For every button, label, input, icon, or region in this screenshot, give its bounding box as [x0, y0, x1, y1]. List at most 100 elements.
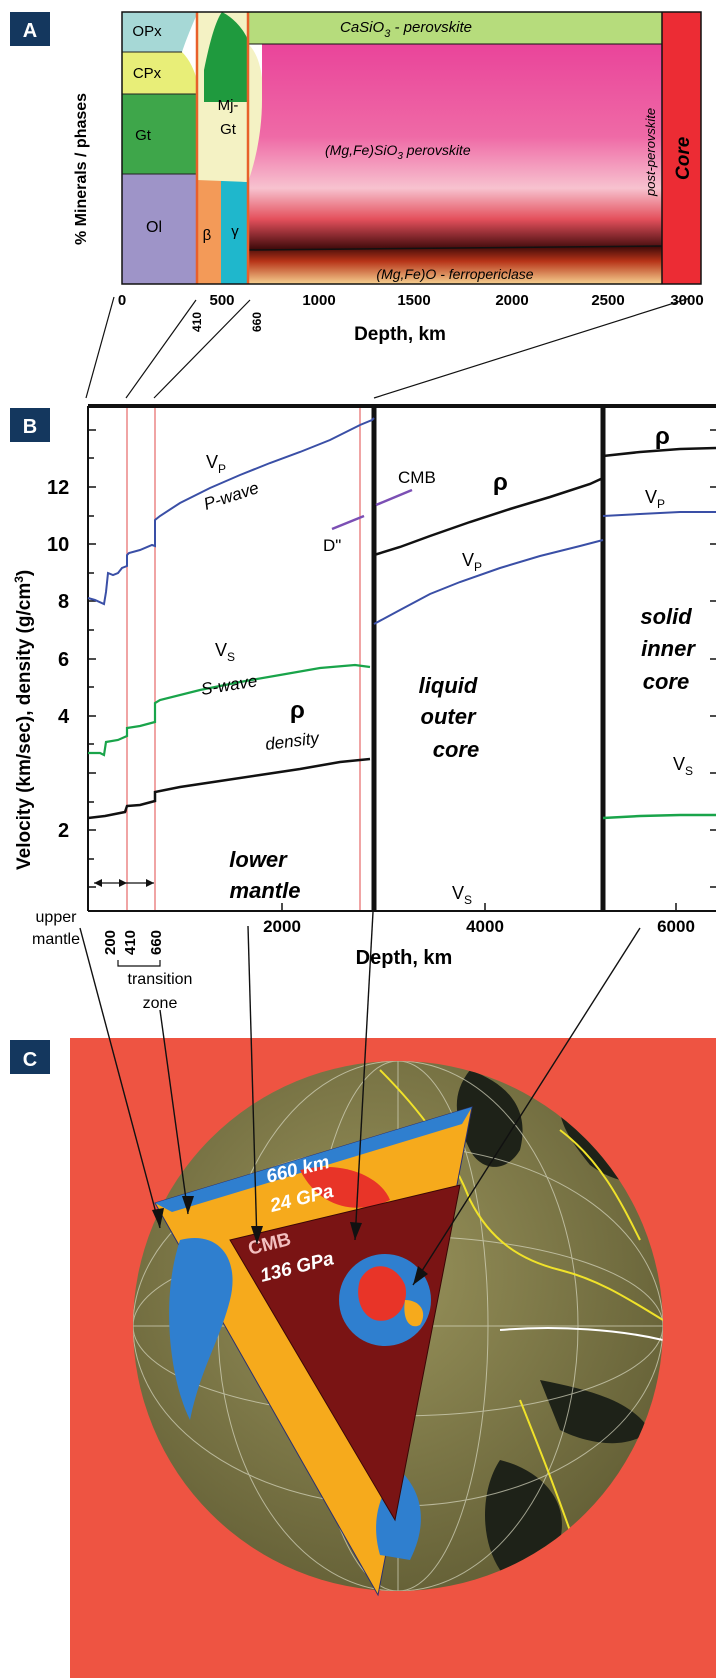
- label-outer-1: liquid: [419, 673, 478, 698]
- panel-b-xlabel: Depth, km: [356, 947, 453, 969]
- panel-b-badge: [10, 408, 50, 442]
- a-xtick-2500: 2500: [591, 292, 624, 309]
- phase-capv: [248, 12, 662, 44]
- panel-b-badge-text: B: [23, 416, 37, 438]
- phase-pv: [248, 44, 662, 250]
- dpp-mark: [331, 514, 365, 531]
- label-upper-2: mantle: [32, 931, 80, 948]
- cutaway-rim-blue: [155, 1107, 472, 1212]
- label-rho-inner: ρ: [655, 423, 670, 450]
- rho-inner-curve: [602, 446, 716, 458]
- phase-mjgt-garnet: [204, 12, 248, 102]
- b-depth-410: 410: [122, 930, 139, 955]
- panel-b-yticks: 2 4 6 8 10 12: [47, 477, 70, 842]
- label-mjgt-2: Gt: [220, 121, 237, 138]
- label-ppv: post-perovskite: [643, 108, 658, 197]
- inner-core-warm: [404, 1300, 424, 1327]
- phase-opx: [122, 12, 198, 52]
- panel-b-plot-area: [88, 406, 716, 911]
- continent-1: [456, 1070, 523, 1167]
- label-lower-2: mantle: [230, 878, 301, 903]
- b-ytick-12: 12: [47, 477, 69, 499]
- label-fp: (Mg,Fe)O - ferropericlase: [376, 266, 533, 282]
- vp-outer-curve: [373, 539, 604, 625]
- label-vs-outer: VS: [452, 883, 472, 907]
- b-ytick-2: 2: [58, 820, 69, 842]
- phase-fp: [248, 246, 662, 284]
- globe: [133, 1061, 663, 1597]
- label-vp-inner: VP: [645, 487, 665, 511]
- panel-b-ylabel: Velocity (km/sec), density (g/cm3): [12, 570, 35, 870]
- label-lower-1: lower: [229, 847, 288, 872]
- panel-a-xticks: 0 500 1000 1500 2000 2500 3000 410 660: [118, 292, 704, 332]
- phase-mjgt-tail: [248, 44, 262, 182]
- inner-core-hot: [358, 1266, 406, 1321]
- label-core: Core: [673, 136, 694, 180]
- upper-mantle-arrow: [94, 879, 154, 887]
- b-xtick-4000: 4000: [466, 917, 504, 936]
- panel-c-badge-text: C: [23, 1049, 37, 1071]
- panel-b: B: [10, 404, 716, 1012]
- b-ytick-6: 6: [58, 649, 69, 671]
- transition-zone-bracket: [117, 960, 161, 967]
- a-disc-410: 410: [190, 312, 204, 332]
- label-inner-2: inner: [641, 636, 696, 661]
- b-ytick-10: 10: [47, 534, 69, 556]
- vp-inner-curve: [602, 511, 716, 517]
- panel-a: A OPx C: [10, 11, 704, 399]
- label-gamma: γ: [231, 223, 239, 240]
- white-boundary: [499, 1327, 663, 1341]
- seismic-profile: [87, 404, 716, 912]
- b-xtick-6000: 6000: [657, 917, 695, 936]
- b-depth-200: 200: [102, 930, 119, 955]
- panel-a-frame: [121, 11, 702, 285]
- b-ytick-4: 4: [58, 706, 70, 728]
- continent-4: [540, 1380, 650, 1444]
- label-capv: CaSiO3 - perovskite: [340, 19, 472, 40]
- phase-cpx: [122, 52, 197, 94]
- a-xtick-1500: 1500: [397, 292, 430, 309]
- label-rho-outer: ρ: [493, 469, 508, 496]
- a-xtick-500: 500: [209, 292, 234, 309]
- phase-beta: [197, 180, 221, 284]
- label-mjgt-1: Mj-: [218, 97, 239, 114]
- cmb-mark: [375, 488, 413, 507]
- vs-inner-curve: [602, 813, 716, 820]
- vp-mantle-curve: [87, 417, 375, 606]
- vs-mantle-curve: [88, 663, 371, 757]
- label-cmb: CMB: [398, 468, 436, 487]
- rho-mantle-curve: [87, 757, 371, 820]
- panel-c: C: [10, 1038, 716, 1678]
- phase-diagram: [121, 11, 702, 285]
- rho-outer-curve: [373, 476, 604, 557]
- label-upper-1: upper: [36, 909, 78, 926]
- b-xtick-2000: 2000: [263, 917, 301, 936]
- label-beta: β: [203, 227, 212, 244]
- connector-arrowheads: [152, 1196, 428, 1285]
- a-xtick-0: 0: [118, 292, 126, 309]
- phase-core: [662, 12, 701, 284]
- label-ol: Ol: [146, 219, 162, 236]
- red-plume-1: [300, 1166, 390, 1208]
- label-tz-2: zone: [143, 995, 178, 1012]
- label-opx: OPx: [132, 23, 162, 40]
- label-inner-1: solid: [640, 604, 692, 629]
- phase-gamma: [221, 180, 248, 284]
- b-yticks-marks: [88, 429, 716, 911]
- phase-gt: [122, 94, 197, 174]
- connector-arrows: [79, 911, 641, 1286]
- a-xtick-2000: 2000: [495, 292, 528, 309]
- blue-plume-1: [169, 1238, 233, 1420]
- panel-a-badge-text: A: [23, 20, 37, 42]
- a-disc-660: 660: [250, 312, 264, 332]
- label-outer-3: core: [433, 737, 479, 762]
- label-vp-outer: VP: [462, 550, 482, 574]
- label-gt: Gt: [135, 127, 152, 144]
- label-pv: (Mg,Fe)SiO3 perovskite: [325, 142, 471, 162]
- label-rho-mantle: ρ: [290, 697, 305, 724]
- phase-ol: [122, 174, 197, 284]
- b-ytick-8: 8: [58, 591, 69, 613]
- label-vs-main: VS: [215, 640, 235, 664]
- label-tz-1: transition: [128, 971, 193, 988]
